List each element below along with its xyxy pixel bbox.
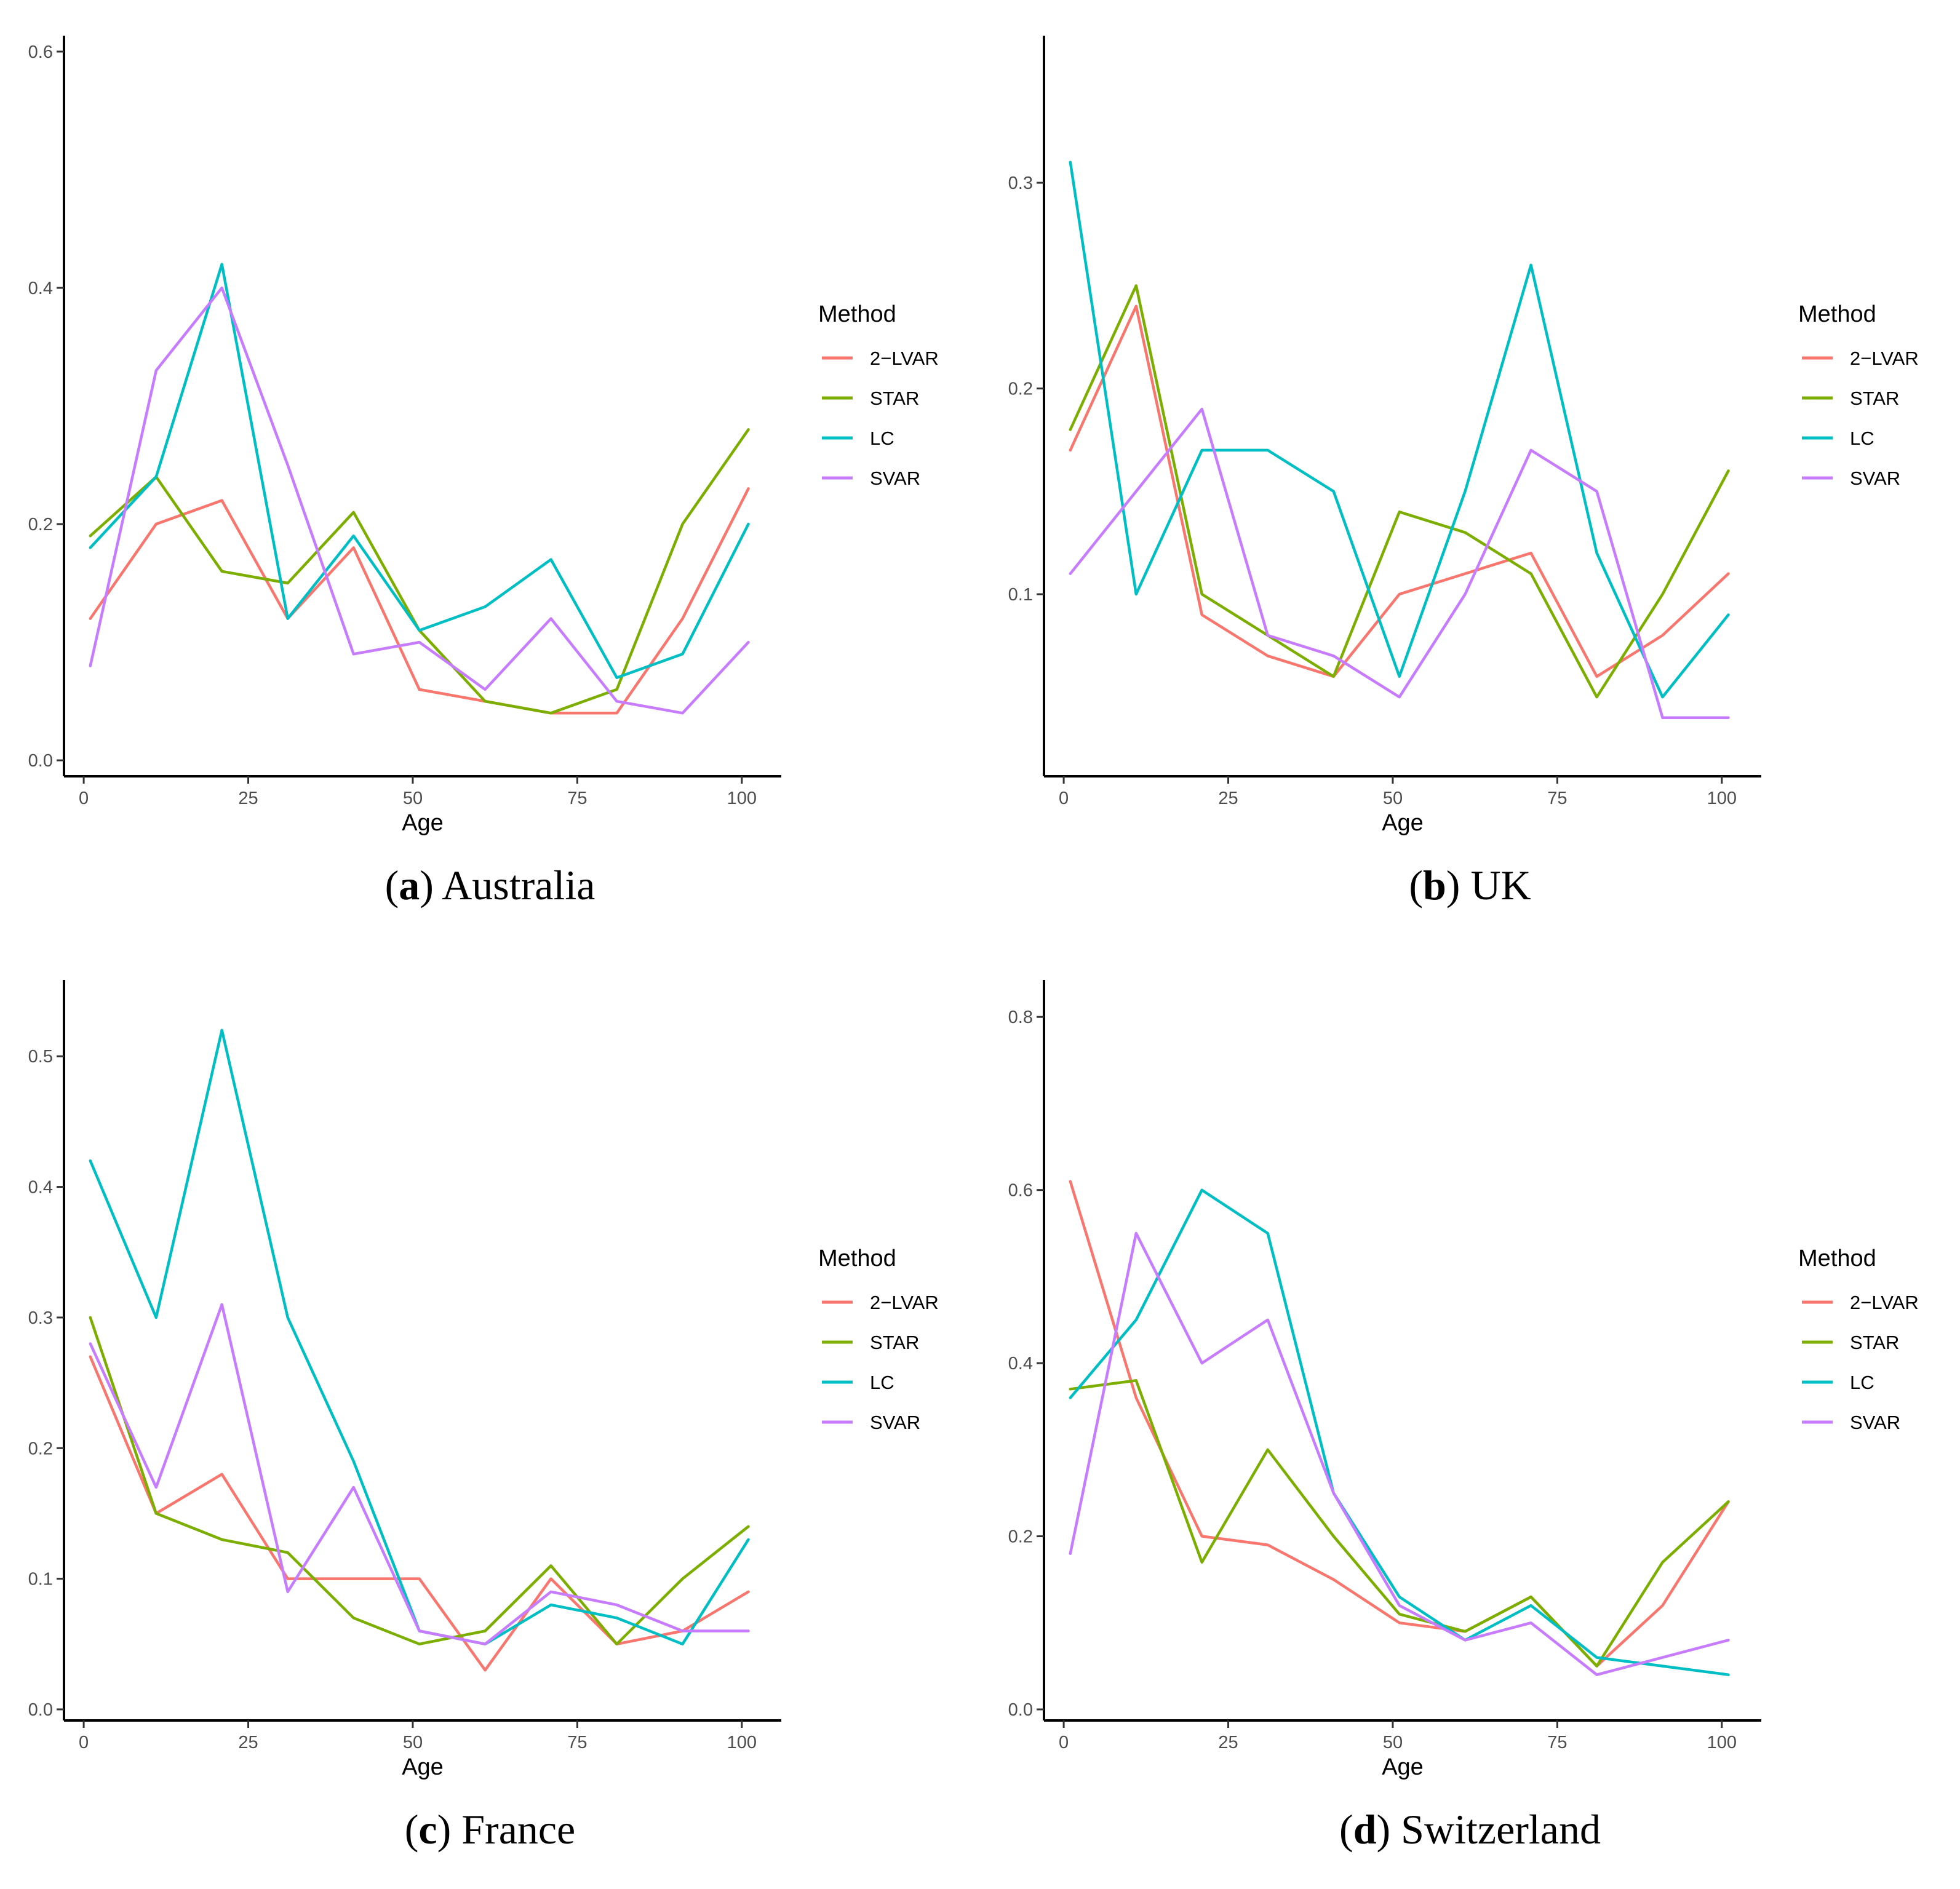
y-tick-label: 0.4 bbox=[1008, 1354, 1033, 1374]
y-tick-label: 0.2 bbox=[1008, 1527, 1033, 1547]
panel-uk: 0 25 50 75 100 0.1 0.2 0.3 Age Method 2−LVAR STAR LC… bbox=[980, 0, 1960, 944]
legend-title: Method bbox=[818, 1246, 896, 1271]
legend-title: Method bbox=[818, 301, 896, 327]
y-tick-label: 0.0 bbox=[28, 751, 53, 771]
x-tick-label: 25 bbox=[1218, 789, 1238, 808]
caption-name: France bbox=[461, 1806, 576, 1853]
x-tick-label: 0 bbox=[79, 789, 89, 808]
caption-letter: a bbox=[399, 862, 420, 909]
caption-uk: (b) UK bbox=[1409, 862, 1531, 909]
x-axis-title: Age bbox=[402, 810, 444, 836]
x-tick-label: 100 bbox=[1707, 1733, 1737, 1752]
y-tick-label: 0.0 bbox=[28, 1700, 53, 1720]
y-tick-label: 0.3 bbox=[1008, 173, 1033, 193]
y-tick-label: 0.6 bbox=[1008, 1181, 1033, 1201]
x-axis-title: Age bbox=[1382, 1754, 1424, 1780]
series-line-2lvar bbox=[89, 1355, 750, 1672]
legend-label: SVAR bbox=[870, 1412, 920, 1433]
legend-label: LC bbox=[870, 1372, 894, 1393]
series-line-star bbox=[1069, 1379, 1730, 1668]
x-tick-label: 50 bbox=[1383, 1733, 1403, 1752]
y-tick-label: 0.4 bbox=[28, 1178, 53, 1198]
series-line-svar bbox=[1069, 407, 1730, 719]
series-line-star bbox=[1069, 284, 1730, 699]
series-line-2lvar bbox=[89, 487, 750, 715]
series-line-svar bbox=[89, 286, 750, 715]
caption-australia: (a) Australia bbox=[384, 862, 596, 909]
legend-label: 2−LVAR bbox=[1850, 1292, 1919, 1313]
legend-label: SVAR bbox=[1850, 1412, 1900, 1433]
legend-label: LC bbox=[1850, 428, 1874, 449]
legend-label: LC bbox=[870, 428, 894, 449]
x-axis-title: Age bbox=[402, 1754, 444, 1780]
x-tick-label: 25 bbox=[1218, 1733, 1238, 1752]
x-tick-label: 75 bbox=[567, 1733, 587, 1752]
legend-label: STAR bbox=[870, 1332, 919, 1353]
legend-label: 2−LVAR bbox=[870, 1292, 939, 1313]
series-line-2lvar bbox=[1069, 304, 1730, 678]
x-axis-title: Age bbox=[1382, 810, 1424, 836]
x-tick-label: 100 bbox=[727, 789, 757, 808]
caption-name: Australia bbox=[442, 862, 596, 909]
legend-label: STAR bbox=[1850, 1332, 1899, 1353]
x-tick-label: 50 bbox=[403, 1733, 423, 1752]
series-line-2lvar bbox=[1069, 1180, 1730, 1668]
series-line-star bbox=[89, 1316, 750, 1646]
x-tick-label: 100 bbox=[1707, 789, 1737, 808]
legend-label: SVAR bbox=[1850, 467, 1900, 489]
caption-france: (c) France bbox=[404, 1806, 576, 1853]
series-line-svar bbox=[1069, 1231, 1730, 1676]
x-tick-label: 75 bbox=[1547, 789, 1567, 808]
chart-switzerland: 0 25 50 75 100 0.0 0.2 0.4 0.6 0.8 Age Method 2−LVAR… bbox=[1008, 980, 1919, 1780]
x-tick-label: 25 bbox=[238, 1733, 258, 1752]
series-line-star bbox=[89, 428, 750, 715]
panel-switzerland: 0 25 50 75 100 0.0 0.2 0.4 0.6 0.8 Age Method 2−LVAR… bbox=[980, 944, 1960, 1888]
legend-label: LC bbox=[1850, 1372, 1874, 1393]
y-tick-label: 0.4 bbox=[28, 279, 53, 298]
chart-uk: 0 25 50 75 100 0.1 0.2 0.3 Age Method 2−LVAR STAR LC… bbox=[1008, 36, 1919, 836]
x-tick-label: 0 bbox=[1059, 1733, 1069, 1752]
y-tick-label: 0.2 bbox=[28, 515, 53, 535]
legend-label: STAR bbox=[870, 388, 919, 409]
series-line-svar bbox=[89, 1303, 750, 1646]
legend-title: Method bbox=[1798, 301, 1876, 327]
x-tick-label: 0 bbox=[1059, 789, 1069, 808]
legend-label: STAR bbox=[1850, 388, 1899, 409]
caption-letter: d bbox=[1353, 1806, 1377, 1853]
caption-letter: c bbox=[418, 1806, 437, 1853]
panel-australia: 0 25 50 75 100 0.0 0.2 0.4 0.6 Age Method 2−LVAR STA… bbox=[0, 0, 980, 944]
x-tick-label: 0 bbox=[79, 1733, 89, 1752]
caption-name: UK bbox=[1470, 862, 1531, 909]
chart-australia: 0 25 50 75 100 0.0 0.2 0.4 0.6 Age Method 2−LVAR STA… bbox=[28, 36, 939, 836]
y-tick-label: 0.3 bbox=[28, 1308, 53, 1328]
series-line-lc bbox=[1069, 1188, 1730, 1676]
x-tick-label: 50 bbox=[403, 789, 423, 808]
x-tick-label: 50 bbox=[1383, 789, 1403, 808]
legend-label: 2−LVAR bbox=[870, 348, 939, 369]
series-line-lc bbox=[89, 263, 750, 679]
y-tick-label: 0.2 bbox=[1008, 380, 1033, 399]
x-tick-label: 25 bbox=[238, 789, 258, 808]
caption-switzerland: (d) Switzerland bbox=[1339, 1806, 1601, 1853]
panel-france: 0 25 50 75 100 0.0 0.1 0.2 0.3 0.4 0.5 Age Method 2−L… bbox=[0, 944, 980, 1888]
x-tick-label: 75 bbox=[567, 789, 587, 808]
caption-name: Switzerland bbox=[1401, 1806, 1601, 1853]
caption-letter: b bbox=[1422, 862, 1446, 909]
y-tick-label: 0.6 bbox=[28, 42, 53, 62]
legend-title: Method bbox=[1798, 1246, 1876, 1271]
y-tick-label: 0.2 bbox=[28, 1439, 53, 1458]
series-line-lc bbox=[89, 1028, 750, 1646]
y-tick-label: 0.0 bbox=[1008, 1700, 1033, 1720]
legend-label: 2−LVAR bbox=[1850, 348, 1919, 369]
x-tick-label: 75 bbox=[1547, 1733, 1567, 1752]
y-tick-label: 0.5 bbox=[28, 1047, 53, 1067]
chart-france: 0 25 50 75 100 0.0 0.1 0.2 0.3 0.4 0.5 Age Method 2−L… bbox=[28, 980, 939, 1780]
legend-label: SVAR bbox=[870, 467, 920, 489]
y-tick-label: 0.1 bbox=[28, 1570, 53, 1589]
series-line-lc bbox=[1069, 161, 1730, 699]
y-tick-label: 0.8 bbox=[1008, 1008, 1033, 1027]
y-tick-label: 0.1 bbox=[1008, 585, 1033, 605]
x-tick-label: 100 bbox=[727, 1733, 757, 1752]
